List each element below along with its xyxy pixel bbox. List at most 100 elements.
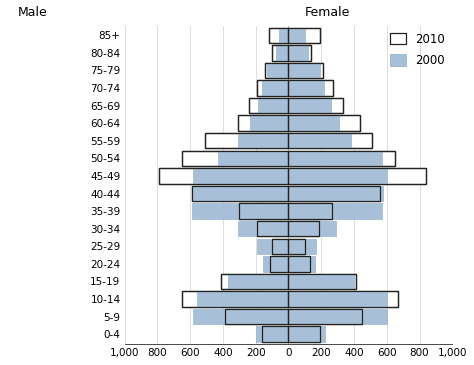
Bar: [289, 203, 382, 219]
Bar: [205, 133, 289, 149]
Bar: [289, 291, 387, 307]
Bar: [272, 45, 289, 61]
Bar: [289, 98, 331, 113]
Bar: [289, 326, 319, 342]
Bar: [289, 168, 387, 184]
Bar: [289, 45, 311, 61]
Bar: [289, 45, 308, 61]
Bar: [289, 168, 426, 184]
Bar: [272, 239, 289, 254]
Bar: [289, 221, 319, 237]
Bar: [249, 98, 289, 113]
Bar: [265, 63, 289, 78]
Bar: [257, 80, 289, 96]
Bar: [289, 221, 319, 237]
Bar: [237, 133, 289, 149]
Bar: [257, 221, 289, 237]
Bar: [289, 115, 360, 131]
Bar: [289, 80, 333, 96]
Bar: [249, 98, 289, 113]
Bar: [289, 274, 356, 289]
Bar: [289, 309, 362, 324]
Bar: [276, 45, 289, 61]
Bar: [289, 98, 343, 113]
Bar: [265, 63, 289, 78]
Bar: [192, 186, 289, 201]
Text: Female: Female: [305, 6, 350, 19]
Bar: [237, 115, 289, 131]
Bar: [221, 274, 289, 289]
Bar: [289, 274, 356, 289]
Bar: [289, 239, 305, 254]
Bar: [289, 27, 319, 43]
Bar: [257, 221, 289, 237]
Bar: [237, 221, 289, 237]
Bar: [289, 151, 395, 166]
Bar: [289, 239, 316, 254]
Bar: [192, 186, 289, 201]
Bar: [289, 151, 395, 166]
Bar: [271, 256, 289, 272]
Bar: [289, 98, 343, 113]
Bar: [193, 168, 289, 184]
Bar: [289, 186, 380, 201]
Bar: [289, 133, 351, 149]
Bar: [250, 115, 289, 131]
Bar: [272, 45, 289, 61]
Bar: [289, 256, 310, 272]
Text: Male: Male: [18, 6, 48, 19]
Bar: [289, 291, 398, 307]
Bar: [289, 151, 382, 166]
Bar: [289, 168, 426, 184]
Bar: [289, 45, 311, 61]
Bar: [262, 326, 289, 342]
Bar: [197, 291, 289, 307]
Bar: [262, 80, 289, 96]
Bar: [239, 203, 289, 219]
Bar: [289, 309, 362, 324]
Bar: [237, 115, 289, 131]
Bar: [289, 63, 323, 78]
Bar: [193, 309, 289, 324]
Bar: [289, 186, 380, 201]
Bar: [289, 80, 333, 96]
Bar: [289, 326, 325, 342]
Bar: [269, 27, 289, 43]
Bar: [239, 203, 289, 219]
Bar: [228, 274, 289, 289]
Bar: [289, 133, 372, 149]
Bar: [289, 27, 319, 43]
Bar: [182, 291, 289, 307]
Bar: [289, 326, 319, 342]
Bar: [256, 326, 289, 342]
Bar: [272, 239, 289, 254]
Bar: [182, 151, 289, 166]
Bar: [289, 203, 332, 219]
Bar: [257, 80, 289, 96]
Bar: [289, 256, 310, 272]
Legend: 2010, 2000: 2010, 2000: [385, 28, 450, 72]
Bar: [258, 98, 289, 113]
Bar: [269, 27, 289, 43]
Bar: [289, 203, 332, 219]
Bar: [192, 186, 289, 201]
Bar: [289, 221, 336, 237]
Bar: [289, 63, 319, 78]
Bar: [289, 291, 398, 307]
Bar: [218, 151, 289, 166]
Bar: [262, 326, 289, 342]
Bar: [221, 274, 289, 289]
Bar: [289, 115, 339, 131]
Bar: [289, 274, 354, 289]
Bar: [289, 27, 305, 43]
Bar: [271, 256, 289, 272]
Bar: [289, 256, 315, 272]
Bar: [289, 80, 324, 96]
Bar: [267, 63, 289, 78]
Bar: [192, 203, 289, 219]
Bar: [289, 63, 323, 78]
Bar: [289, 133, 372, 149]
Bar: [182, 151, 289, 166]
Bar: [225, 309, 289, 324]
Bar: [280, 27, 289, 43]
